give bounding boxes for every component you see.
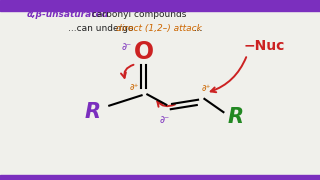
Text: ∂⁺: ∂⁺	[129, 83, 139, 92]
Text: O: O	[134, 40, 154, 64]
FancyArrowPatch shape	[121, 65, 133, 78]
FancyArrowPatch shape	[157, 101, 175, 107]
Text: R: R	[228, 107, 244, 127]
Text: direct (1,2–) attack: direct (1,2–) attack	[116, 24, 202, 33]
Text: α,β-unsaturated: α,β-unsaturated	[27, 10, 109, 19]
Text: ∂⁺: ∂⁺	[201, 84, 211, 93]
FancyArrowPatch shape	[211, 57, 246, 92]
Text: R: R	[84, 102, 100, 122]
Text: ...can undergo: ...can undergo	[68, 24, 136, 33]
Text: ∂⁻: ∂⁻	[160, 114, 170, 125]
Text: −Nuc: −Nuc	[244, 39, 285, 53]
Text: ∂⁻: ∂⁻	[122, 42, 132, 52]
Text: ...: ...	[194, 24, 203, 33]
Text: carbonyl compounds: carbonyl compounds	[89, 10, 186, 19]
